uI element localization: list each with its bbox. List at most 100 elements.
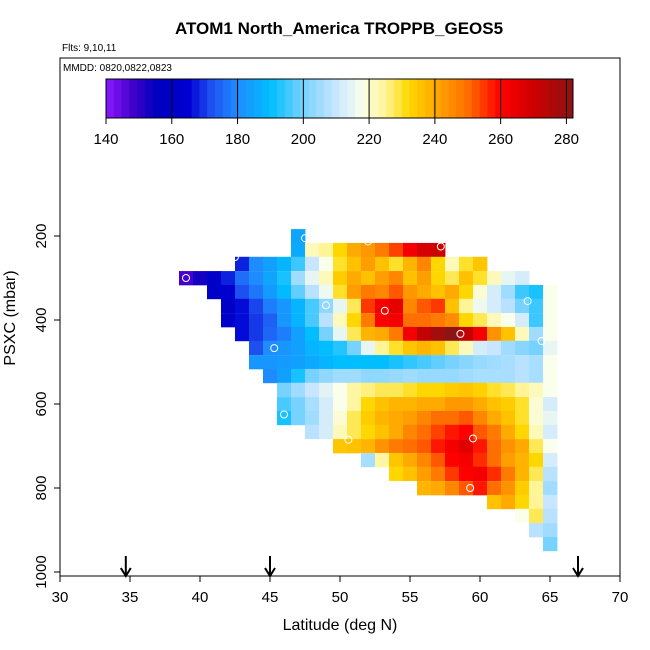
heatmap-cell [389, 326, 404, 342]
heatmap-cell [403, 397, 418, 412]
heatmap-cell [445, 481, 460, 496]
heatmap-cell [389, 340, 404, 356]
heatmap-cell [487, 410, 502, 426]
colorbar-swatch [541, 79, 551, 118]
colorbar-swatch [518, 79, 527, 118]
heatmap-cell [263, 284, 278, 300]
heatmap-cell [361, 242, 376, 258]
colorbar-swatch [355, 79, 364, 118]
heatmap-cell [515, 382, 530, 398]
heatmap-cell [445, 368, 460, 384]
heatmap-cell [403, 313, 418, 328]
heatmap-cell [347, 242, 362, 258]
y-axis-label: PSXC (mbar) [2, 270, 19, 365]
heatmap-cell [375, 271, 390, 286]
heatmap-cell [361, 298, 376, 314]
heatmap-cell [361, 284, 376, 300]
latitude-arrow [119, 556, 132, 578]
colorbar-swatch [370, 79, 379, 118]
heatmap-cell [403, 368, 418, 384]
heatmap-cell [361, 355, 376, 370]
heatmap-cell [263, 355, 278, 370]
heatmap-cell [543, 340, 558, 356]
heatmap-cell [291, 284, 306, 300]
heatmap-cell [515, 271, 530, 286]
heatmap-cell [249, 313, 264, 328]
x-tick-label: 70 [612, 589, 629, 606]
colorbar-swatch [487, 79, 496, 118]
heatmap-cell [361, 397, 376, 412]
colorbar-tick-label: 140 [93, 131, 118, 148]
heatmap-cell [501, 494, 516, 510]
heatmap-cell [305, 368, 320, 384]
colorbar-swatch [557, 79, 566, 118]
heatmap-cell [501, 340, 516, 356]
heatmap-cell [319, 397, 334, 412]
heatmap-cell [543, 508, 558, 524]
heatmap-cell [361, 452, 376, 468]
y-tick-label: 200 [33, 223, 50, 248]
heatmap-cell [417, 355, 432, 370]
heatmap-cell [445, 284, 460, 300]
colorbar-swatch [448, 79, 457, 118]
heatmap-cell [473, 355, 488, 370]
heatmap-cell [529, 340, 544, 356]
heatmap-cell [445, 340, 460, 356]
heatmap-cell [235, 298, 250, 314]
colorbar-swatch [214, 79, 224, 118]
heatmap-cell [305, 355, 320, 370]
heatmap-cell [249, 355, 264, 370]
x-tick-label: 55 [402, 589, 419, 606]
heatmap-cell [515, 284, 530, 300]
heatmap-cell [417, 410, 432, 426]
heatmap-cell [459, 410, 474, 426]
heatmap-cell [473, 313, 488, 328]
heatmap-cell [501, 298, 516, 314]
heatmap-cell [459, 452, 474, 468]
heatmap-cell [347, 424, 362, 440]
heatmap-cell [347, 298, 362, 314]
heatmap-cell [445, 452, 460, 468]
heatmap-cell [403, 326, 418, 342]
colorbar-swatch [106, 79, 115, 118]
heatmap-cell [501, 313, 516, 328]
sample-point [436, 242, 445, 251]
heatmap-cell [417, 313, 432, 328]
heatmap-cell [487, 481, 502, 496]
heatmap-cell [319, 256, 334, 272]
heatmap-cell [543, 397, 558, 412]
heatmap-cell [221, 298, 236, 314]
heatmap-cell [361, 256, 376, 272]
sample-point [270, 344, 279, 353]
heatmap-cell [333, 340, 348, 356]
heatmap-cell [263, 271, 278, 286]
colorbar-swatch [113, 79, 123, 118]
heatmap-cell [417, 397, 432, 412]
heatmap-cell [403, 355, 418, 370]
heatmap-cell [389, 313, 404, 328]
heatmap-cell [333, 355, 348, 370]
colorbar-swatch [300, 79, 309, 118]
heatmap-cell [501, 481, 516, 496]
heatmap-cell [305, 298, 320, 314]
heatmap-cell [515, 466, 530, 482]
heatmap-cell [431, 340, 446, 356]
colorbar-swatch [230, 79, 239, 118]
heatmap-cell [417, 256, 432, 272]
colorbar-swatch [261, 79, 270, 118]
heatmap-cell [305, 340, 320, 356]
heatmap-cell [501, 439, 516, 454]
heatmap-cell [375, 256, 390, 272]
heatmap-cell [445, 397, 460, 412]
heatmap-cell [249, 340, 264, 356]
colorbar-swatch [331, 79, 340, 118]
heatmap-cell [417, 284, 432, 300]
colorbar-swatch [316, 79, 325, 118]
heatmap-cell [473, 368, 488, 384]
colorbar-swatch [253, 79, 263, 118]
heatmap-cell [431, 424, 446, 440]
colorbar-swatch [471, 79, 481, 118]
colorbar-swatch [534, 79, 543, 118]
colorbar-swatch [137, 79, 146, 118]
heatmap-cell [221, 284, 236, 300]
